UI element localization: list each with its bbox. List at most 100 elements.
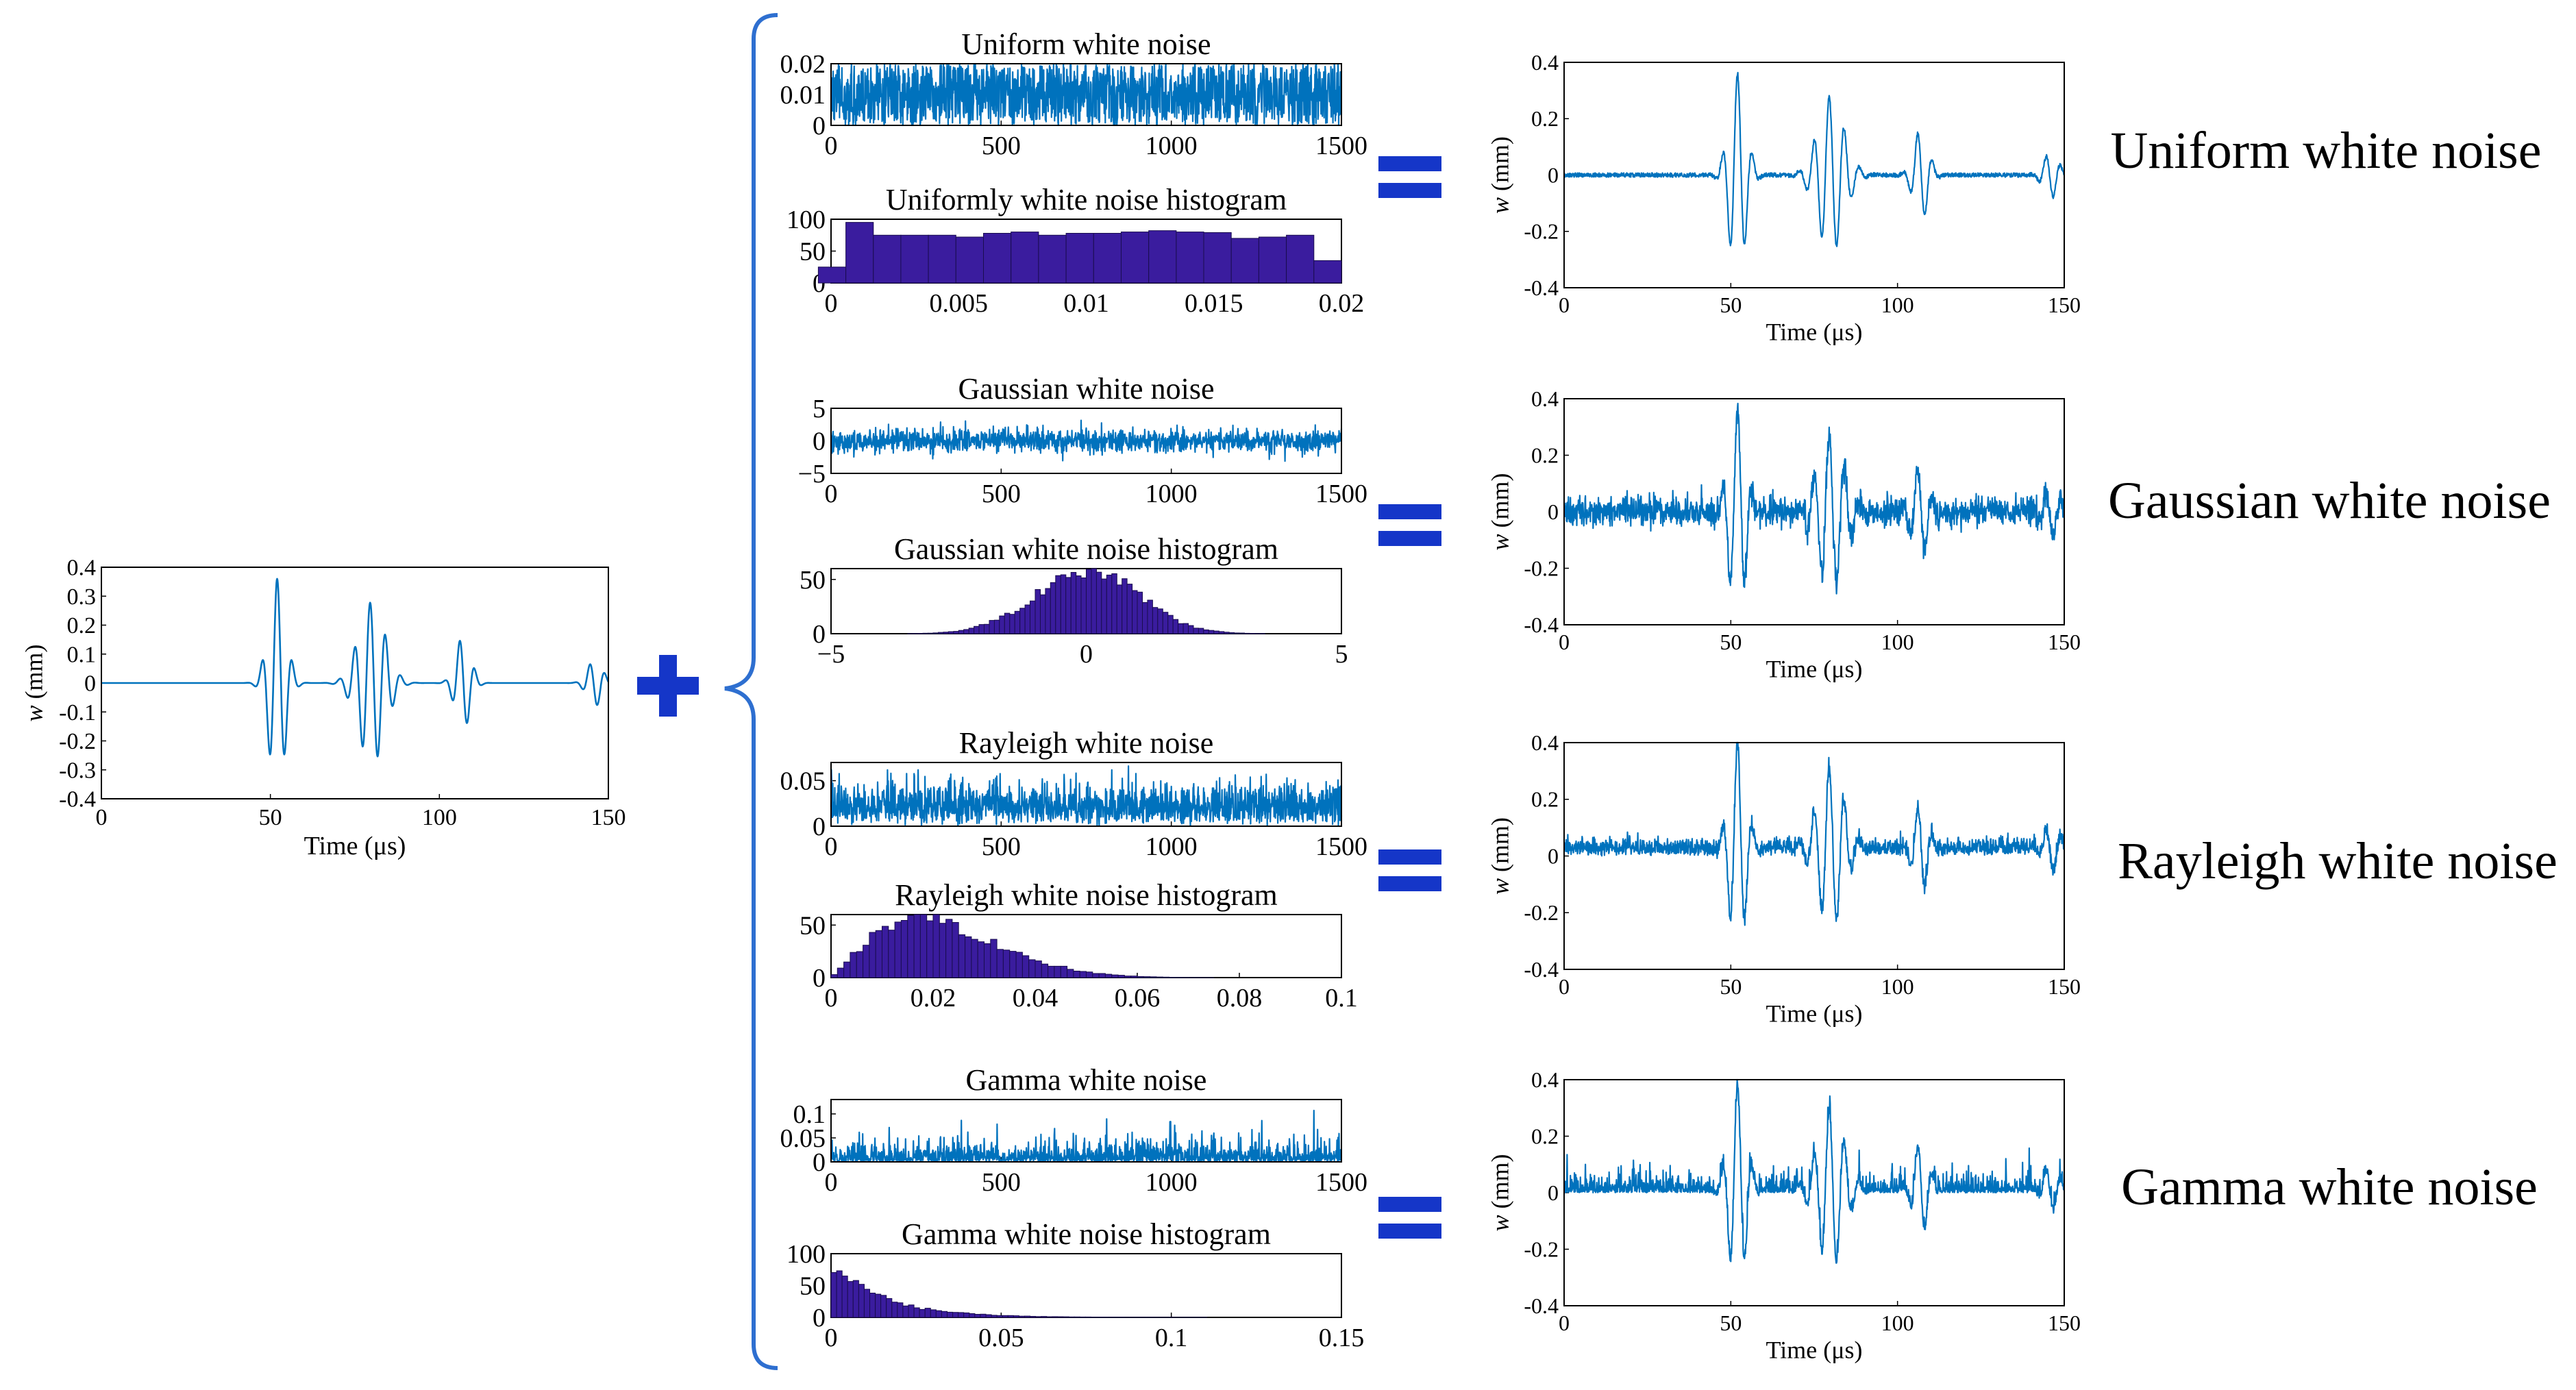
result-label-rayleigh: Rayleigh white noise xyxy=(2118,832,2558,890)
histogram-bar xyxy=(1116,584,1123,634)
histogram-bar xyxy=(930,1309,937,1318)
x-tick-label: 0 xyxy=(1080,640,1093,669)
x-tick-label: 50 xyxy=(1720,293,1742,317)
x-tick-label: 0 xyxy=(1559,293,1570,317)
histogram-bar xyxy=(900,920,908,978)
histogram-bar xyxy=(913,914,921,978)
y-tick-label: 0.2 xyxy=(1531,787,1559,812)
y-tick-label: 0.2 xyxy=(1531,1124,1559,1148)
histogram-bar xyxy=(996,1315,1003,1318)
histogram-bar xyxy=(1157,608,1163,634)
histogram-bar xyxy=(932,632,939,634)
x-axis-label: Time (μs) xyxy=(1766,1000,1863,1027)
data-series-line xyxy=(830,62,1343,126)
histogram-bar xyxy=(1208,630,1215,634)
histogram-bar xyxy=(1095,571,1102,634)
y-tick-label: 0.2 xyxy=(67,613,97,638)
histogram-bar xyxy=(1156,976,1163,978)
y-tick-label: −5 xyxy=(798,460,826,488)
histogram-bar xyxy=(863,1289,871,1318)
plot-frame xyxy=(101,567,609,799)
histogram-bar xyxy=(958,934,966,978)
y-axis-label: w (mm) xyxy=(1486,473,1513,551)
histogram-bar xyxy=(858,1284,865,1318)
x-tick-label: 150 xyxy=(2048,630,2081,654)
x-tick-label: 0.01 xyxy=(1063,289,1109,318)
y-tick-label: 5 xyxy=(813,395,826,423)
histogram-bar xyxy=(978,624,984,634)
histogram-bar xyxy=(935,1310,942,1318)
y-tick-label: 0.4 xyxy=(67,556,97,581)
histogram-bar xyxy=(984,623,990,634)
y-tick-label: -0.4 xyxy=(1524,275,1559,300)
histogram-bar xyxy=(880,1295,887,1318)
histogram-bar xyxy=(1162,612,1169,634)
histogram-bar xyxy=(1013,1315,1019,1318)
histogram-bar xyxy=(1067,969,1074,978)
histogram-bar xyxy=(1055,575,1061,634)
x-tick-label: 0.1 xyxy=(1325,984,1358,1013)
histogram-bar xyxy=(1050,582,1056,634)
histogram-bar xyxy=(1213,630,1219,634)
plot-frame xyxy=(830,1099,1342,1163)
histogram-bar xyxy=(1203,232,1232,284)
histogram-bar xyxy=(1122,578,1128,634)
histogram-bar xyxy=(1162,976,1170,978)
histogram-bar xyxy=(913,1307,920,1318)
histogram-bar xyxy=(1048,965,1055,978)
histogram-bar xyxy=(1086,569,1092,634)
histogram-bar xyxy=(850,952,857,978)
histogram-bar xyxy=(943,632,949,634)
histogram-bar xyxy=(836,1270,843,1318)
y-tick-label: -0.3 xyxy=(59,758,96,783)
y-tick-label: -0.2 xyxy=(1524,219,1559,244)
y-tick-label: 100 xyxy=(787,1240,826,1269)
histogram-bar xyxy=(1193,628,1199,634)
histogram-bar xyxy=(888,930,895,978)
histogram-bar xyxy=(963,1312,970,1318)
x-tick-label: 0 xyxy=(1559,1311,1570,1335)
chart-title: Gaussian white noise histogram xyxy=(894,532,1278,566)
x-tick-label: 0 xyxy=(825,289,838,318)
x-tick-label: 0 xyxy=(825,832,838,861)
plot-frame xyxy=(1563,1079,2065,1306)
histogram-bar xyxy=(1234,632,1240,634)
x-tick-label: 500 xyxy=(982,132,1021,160)
histogram-bar xyxy=(958,1312,965,1318)
histogram-bar xyxy=(1124,976,1132,978)
histogram-bar xyxy=(1080,578,1087,634)
histogram-bar xyxy=(875,930,882,978)
histogram-bar xyxy=(1002,1315,1008,1318)
histogram-bar xyxy=(924,1308,931,1318)
y-tick-label: 0.01 xyxy=(780,81,826,110)
histogram-bar xyxy=(1045,588,1051,634)
x-tick-label: 1000 xyxy=(1145,832,1198,861)
x-tick-label: 1000 xyxy=(1145,480,1198,508)
data-series-line xyxy=(1563,741,2066,926)
histogram-bar xyxy=(1167,615,1174,634)
histogram-bar xyxy=(928,234,956,284)
y-tick-label: 50 xyxy=(800,566,826,595)
x-tick-label: 100 xyxy=(1881,1311,1914,1335)
histogram-bar xyxy=(863,945,870,978)
histogram-bar xyxy=(965,936,972,978)
histogram-bar xyxy=(990,939,998,978)
y-tick-label: 0.2 xyxy=(1531,106,1559,131)
histogram-bar xyxy=(1093,233,1122,284)
x-tick-label: 0 xyxy=(1559,974,1570,999)
y-tick-label: 0 xyxy=(813,1304,826,1332)
chart-clean: 0 50 100 150 0.4 0.3 0.2 0.1 0 -0.1 -0.2 -0.3 -0.4 Ti… xyxy=(20,556,626,860)
histogram-bar xyxy=(869,932,876,978)
plot-frame xyxy=(830,63,1342,126)
x-axis-label: Time (μs) xyxy=(1766,318,1863,345)
histogram-bar xyxy=(1176,232,1204,284)
histogram-bar xyxy=(953,631,959,634)
y-tick-label: 0 xyxy=(1548,843,1559,868)
histogram-bar xyxy=(882,926,889,978)
histogram-bar xyxy=(1224,632,1230,634)
x-tick-label: 1500 xyxy=(1315,480,1367,508)
data-series-line xyxy=(1563,71,2065,247)
